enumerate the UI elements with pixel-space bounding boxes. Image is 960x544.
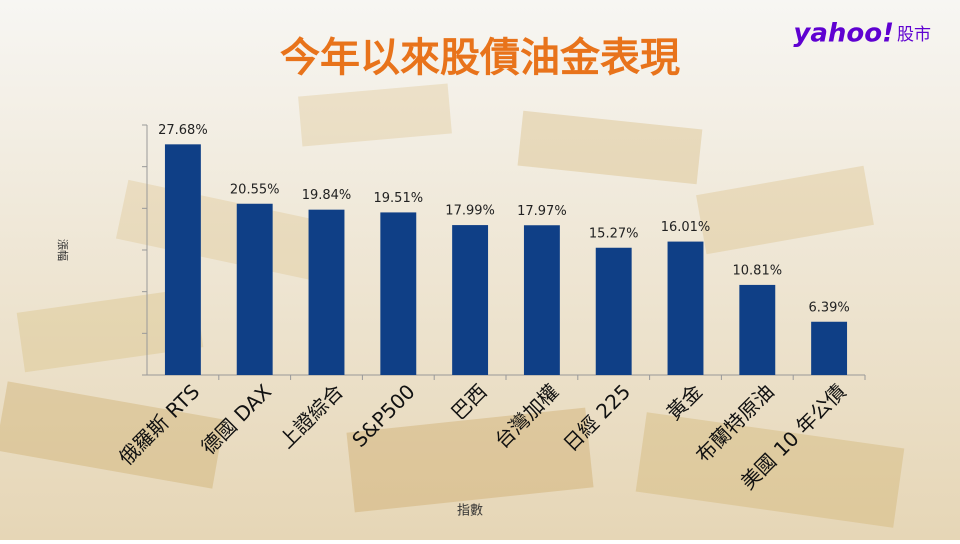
bar — [811, 321, 848, 375]
bar — [164, 144, 201, 375]
gold-decoration — [0, 83, 905, 528]
bar — [236, 203, 273, 375]
data-label: 17.97% — [517, 204, 567, 219]
bar — [523, 225, 560, 375]
bar — [667, 241, 704, 375]
data-label: 27.68% — [158, 123, 208, 138]
logo-section: 股市 — [897, 25, 931, 45]
data-label: 20.55% — [230, 182, 280, 197]
bar — [595, 247, 632, 375]
bar — [452, 225, 489, 375]
logo-brand: yahoo! — [793, 19, 894, 49]
data-label: 6.39% — [808, 300, 849, 315]
data-label: 17.99% — [445, 204, 495, 219]
bar — [308, 209, 345, 375]
data-label: 10.81% — [733, 263, 783, 278]
data-label: 19.51% — [374, 191, 424, 206]
y-axis-label: 漲幅 — [56, 239, 69, 261]
x-axis-label: 指數 — [457, 504, 483, 519]
data-label: 19.84% — [302, 188, 352, 203]
chart-title: 今年以來股債油金表現 — [280, 35, 680, 81]
data-label: 16.01% — [661, 220, 711, 235]
bar — [739, 284, 776, 375]
bar — [380, 212, 417, 375]
data-label: 15.27% — [589, 226, 639, 241]
